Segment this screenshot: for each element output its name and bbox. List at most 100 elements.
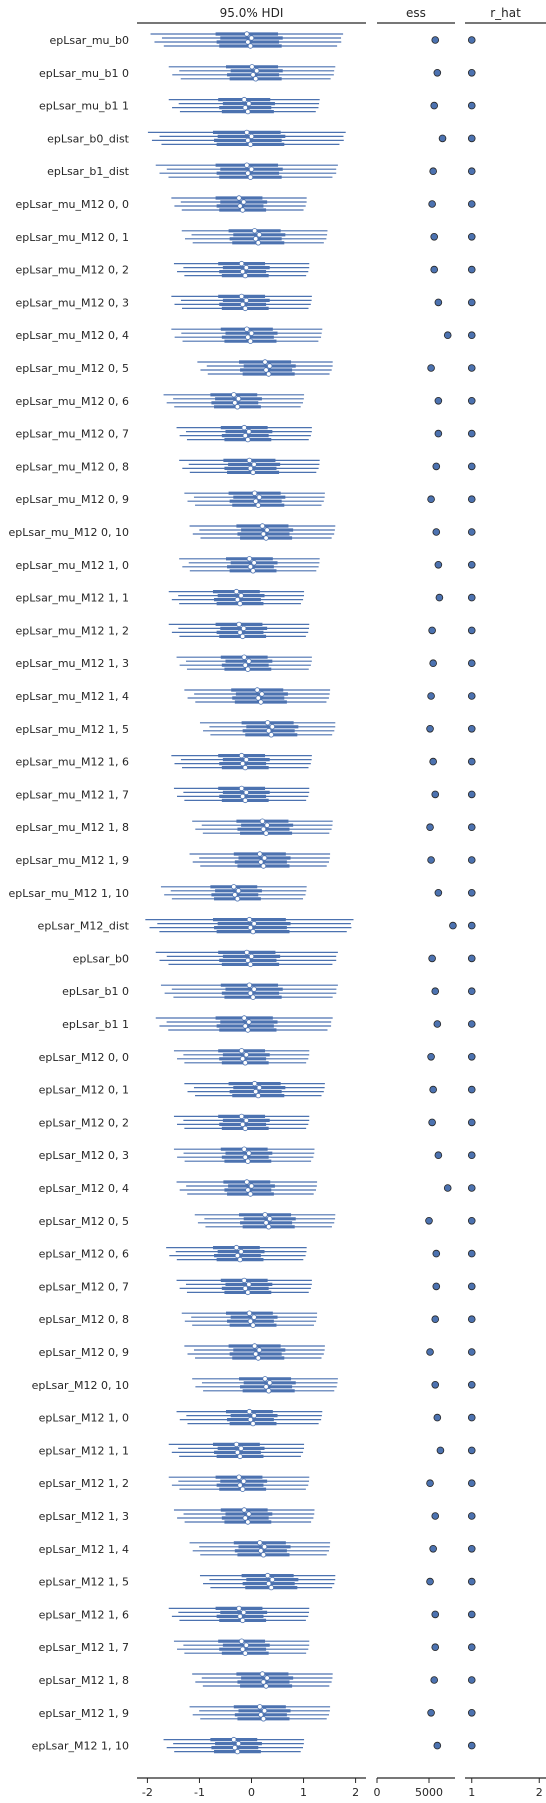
median-point (254, 687, 260, 693)
median-point (251, 461, 257, 468)
row-label: epLsar_mu_M12 1, 4 (15, 690, 129, 703)
median-point (237, 1482, 243, 1488)
median-point (242, 797, 248, 804)
ess-point (430, 101, 439, 110)
median-point (262, 1212, 268, 1218)
median-point (267, 363, 273, 369)
median-point (240, 1609, 247, 1616)
median-point (239, 760, 246, 767)
median-point (251, 920, 257, 927)
row-label: epLsar_mu_M12 0, 3 (15, 296, 129, 309)
median-point (244, 162, 250, 168)
median-point (256, 494, 263, 500)
median-point (233, 1244, 240, 1251)
rhat-point (467, 757, 476, 766)
median-point (258, 1548, 264, 1554)
ess-point (429, 757, 437, 766)
row-label: epLsar_M12 1, 7 (39, 1641, 129, 1654)
row-label: epLsar_M12_dist (38, 920, 130, 933)
rhat-point (467, 331, 476, 340)
median-point (245, 1519, 251, 1525)
rhat-point (467, 462, 476, 471)
median-point (268, 732, 274, 738)
rhat-point (467, 1610, 476, 1619)
median-point (259, 1671, 266, 1677)
median-point (251, 1314, 257, 1320)
median-point (256, 1347, 263, 1353)
median-point (242, 432, 248, 439)
median-point (243, 789, 249, 796)
ess-point (430, 265, 439, 274)
median-point (238, 1248, 244, 1255)
median-point (268, 1584, 274, 1591)
median-point (243, 264, 249, 271)
median-point (265, 371, 272, 377)
median-point (238, 1113, 245, 1120)
median-point (232, 892, 238, 898)
median-point (241, 1015, 247, 1021)
median-point (233, 588, 240, 595)
median-point (251, 228, 258, 234)
median-point (239, 268, 246, 275)
median-point (235, 1740, 242, 1747)
rhat-point (467, 1479, 476, 1487)
ess-point (449, 921, 457, 930)
rhat-point (467, 298, 476, 307)
median-point (251, 490, 258, 496)
median-point (245, 137, 251, 144)
median-point (257, 1540, 263, 1546)
ess-point (432, 462, 441, 471)
row-label: epLsar_M12 1, 1 (39, 1444, 129, 1457)
panel-title: r_hat (490, 6, 521, 20)
median-point (246, 1511, 252, 1517)
row-label: epLsar_M12 0, 1 (39, 1084, 129, 1097)
median-point (267, 1380, 273, 1386)
median-point (245, 170, 251, 176)
median-point (263, 367, 269, 373)
median-point (246, 982, 253, 988)
median-point (237, 600, 243, 607)
median-point (260, 826, 267, 832)
median-point (234, 1449, 241, 1456)
median-point (242, 662, 248, 668)
panel-title: 95.0% HDI (220, 6, 284, 20)
rhat-point (467, 200, 476, 208)
median-point (242, 1125, 248, 1132)
row-label: epLsar_M12 1, 3 (39, 1510, 129, 1523)
row-label: epLsar_mu_M12 1, 9 (15, 854, 129, 867)
ess-point (427, 692, 435, 700)
row-label: epLsar_mu_M12 0, 1 (15, 231, 129, 244)
rhat-point (467, 724, 476, 733)
median-point (234, 596, 241, 603)
median-point (243, 1117, 249, 1124)
rhat-point (467, 1512, 476, 1520)
median-point (256, 232, 263, 238)
row-label: epLsar_mu_M12 0, 7 (15, 428, 129, 441)
median-point (238, 260, 245, 267)
ess-point (426, 1479, 434, 1487)
median-point (246, 1019, 252, 1025)
median-point (243, 297, 249, 304)
x-tick-label: 0 (248, 1786, 255, 1799)
median-point (231, 884, 237, 890)
ess-point (431, 1512, 440, 1520)
ess-point (431, 1610, 440, 1619)
median-point (238, 592, 244, 599)
median-point (244, 326, 250, 332)
median-point (242, 1285, 248, 1292)
rhat-point (467, 790, 476, 799)
median-point (259, 818, 266, 824)
rhat-point (467, 1446, 476, 1455)
median-point (234, 896, 241, 902)
ess-point (428, 200, 436, 208)
median-point (264, 720, 271, 726)
row-label: epLsar_mu_b0 (49, 34, 129, 47)
ess-point (427, 1709, 435, 1717)
median-point (252, 236, 259, 242)
ess-point (429, 167, 437, 176)
median-point (242, 1515, 248, 1521)
rhat-point (467, 888, 476, 897)
rhat-point (467, 1348, 476, 1356)
row-label: epLsar_M12 0, 2 (39, 1116, 129, 1129)
median-point (244, 31, 250, 37)
